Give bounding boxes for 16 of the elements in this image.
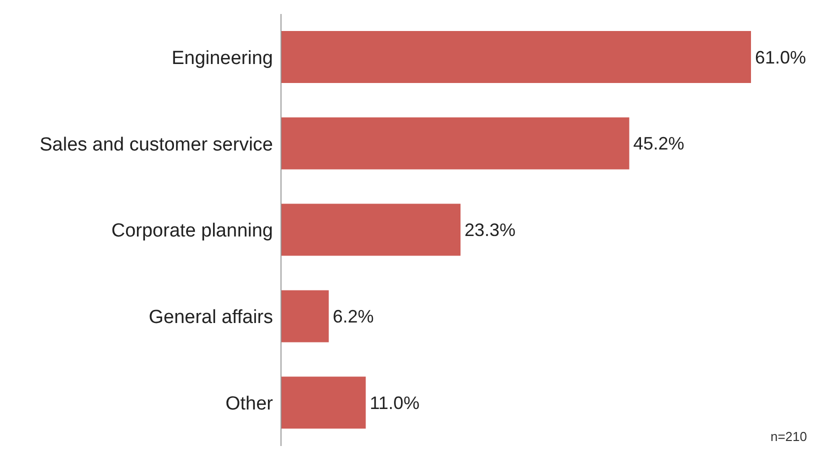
data-label: 45.2% xyxy=(633,134,684,154)
data-label: 11.0% xyxy=(370,392,420,413)
text: n=210 xyxy=(770,429,807,444)
bar xyxy=(281,117,630,170)
bar xyxy=(281,376,366,429)
y-tick-label: Engineering xyxy=(172,48,273,69)
bar xyxy=(281,290,329,342)
data-label: 61.0% xyxy=(755,47,806,68)
y-tick-label: General affairs xyxy=(148,307,273,328)
bar xyxy=(281,31,751,83)
y-tick-label: Other xyxy=(225,394,274,415)
data-label: 6.2% xyxy=(332,306,374,326)
bar xyxy=(281,204,461,256)
y-tick-label: Sales and customer service xyxy=(40,134,273,156)
y-tick-label: Corporate planning xyxy=(111,220,273,242)
data-label: 23.3% xyxy=(464,220,516,240)
